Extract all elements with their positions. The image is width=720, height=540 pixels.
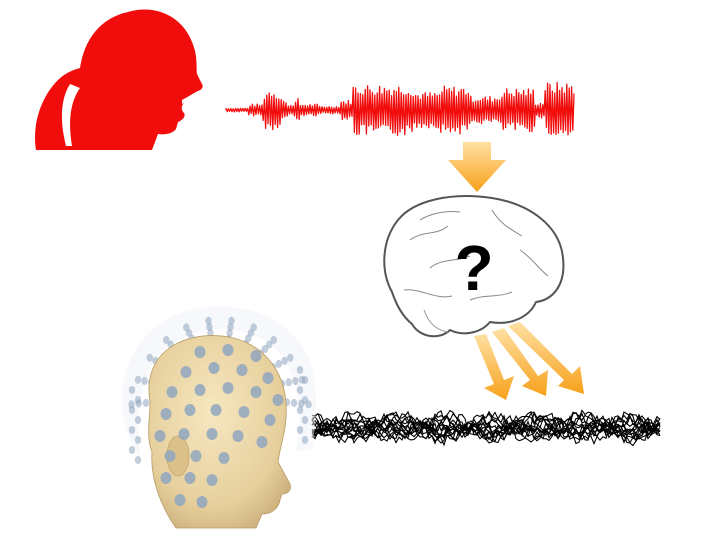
head-electrode-dot (210, 404, 222, 416)
cap-electrode-dot (266, 340, 273, 349)
cap-electrode-dot (134, 375, 142, 384)
head-electrode-dot (190, 450, 202, 462)
head-electrode-dot (256, 436, 268, 448)
head-electrode-dot (208, 362, 220, 374)
cap-electrode-dot (134, 416, 142, 424)
cap-electrode-dot (141, 377, 148, 385)
cap-electrode-dot (226, 328, 233, 337)
head-electrode-dot (194, 346, 206, 358)
cap-electrode-dot (301, 376, 309, 384)
eeg-trace-line (311, 412, 661, 445)
down-arrow-icon (448, 142, 506, 192)
head-electrode-dot (194, 384, 206, 396)
cap-electrode-dot (207, 328, 214, 337)
cap-electrode-dot (134, 396, 142, 404)
diagonal-arrow-icon (474, 334, 514, 400)
cap-electrode-dot (128, 426, 136, 434)
cap-electrode-dot (301, 416, 309, 424)
cap-electrode-dot (128, 406, 136, 414)
head-electrode-dot (232, 430, 244, 442)
head-electrode-dot (178, 428, 190, 440)
head-electrode-dot (250, 386, 262, 398)
cap-electrode-dot (275, 359, 282, 368)
cap-electrode-dot (261, 345, 269, 353)
cap-electrode-dot (296, 386, 304, 394)
head-electrode-dot (174, 494, 186, 506)
cap-electrode-dot (296, 426, 304, 434)
diagonal-arrow-icon (492, 328, 548, 396)
cap-electrode-dot (301, 436, 309, 444)
head-electrode-dot (206, 428, 218, 440)
head-electrode-dot (196, 496, 208, 508)
brain-icon: ? (383, 195, 565, 338)
cap-electrode-dot (301, 396, 309, 404)
cap-electrode-dot (270, 335, 277, 344)
cap-electrode-dot (290, 398, 298, 407)
head-electrode-dot (222, 382, 234, 394)
diagonal-arrows (474, 322, 584, 400)
cap-electrode-dot (285, 378, 292, 387)
head-electrode-dot (184, 404, 196, 416)
head-electrode-dot (262, 372, 274, 384)
head-electrode-dot (184, 472, 196, 484)
head-electrode-dot (218, 452, 230, 464)
speaking-person-silhouette-icon (34, 9, 203, 151)
cap-electrode-dot (163, 335, 170, 344)
head-electrode-dot (272, 394, 284, 406)
cap-electrode-dot (146, 353, 153, 362)
eeg-head-model-icon (122, 306, 316, 529)
cap-electrode-dot (205, 316, 212, 325)
cap-electrode-dot (134, 436, 142, 444)
cap-electrode-dot (296, 366, 304, 374)
eeg-trace-line (311, 410, 661, 447)
head-electrode-dot (236, 364, 248, 376)
cap-electrode-dot (142, 398, 150, 407)
cap-electrode-dot (281, 356, 288, 365)
eeg-trace-line (311, 411, 661, 442)
head-electrode-dot (160, 472, 172, 484)
cap-electrode-dot (206, 322, 213, 331)
eeg-traces (311, 409, 661, 447)
cap-electrode-dot (287, 353, 294, 362)
speech-waveform (225, 81, 575, 136)
cap-electrode-dot (228, 316, 235, 325)
head-electrode-dot (238, 406, 250, 418)
head-electrode-dot (222, 344, 234, 356)
head-electrode-dot (166, 386, 178, 398)
eeg-trace-line (311, 411, 661, 445)
head-electrode-dot (180, 366, 192, 378)
head-electrode-dot (206, 474, 218, 486)
diagonal-arrow-icon (508, 322, 584, 394)
cap-electrode-dot (128, 446, 136, 454)
cap-electrode-dot (227, 322, 234, 331)
cap-electrode-dot (292, 377, 299, 385)
head-electrode-dot (264, 414, 276, 426)
cap-electrode-dot (296, 406, 304, 414)
head-electrode-dot (250, 350, 262, 362)
head-electrode-dot (154, 430, 166, 442)
head-electrode-dot (164, 450, 176, 462)
cap-electrode-dot (134, 456, 142, 464)
cap-electrode-dot (128, 386, 136, 394)
head-electrode-dot (160, 408, 172, 420)
brain-question-mark: ? (454, 232, 493, 304)
